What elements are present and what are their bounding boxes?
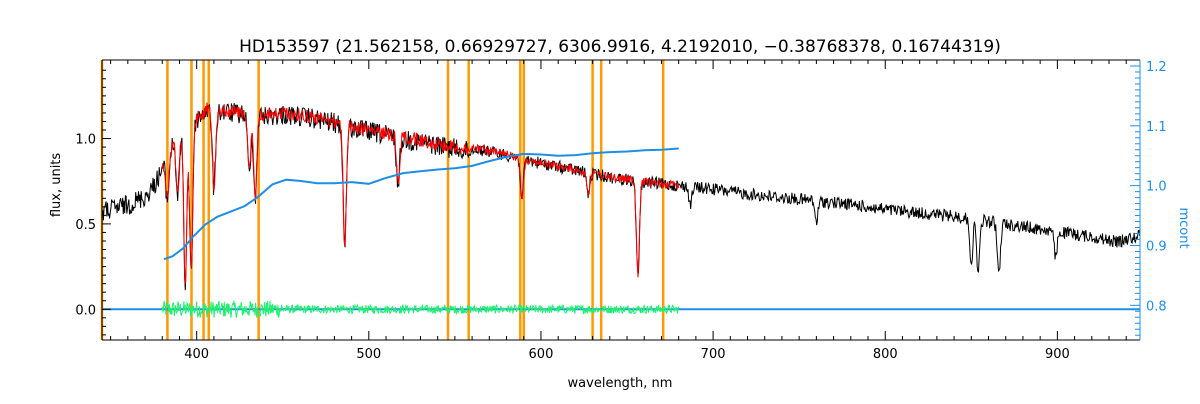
y-tick-label: 0.0 [75, 303, 96, 318]
y-tick-label: 0.5 [75, 218, 96, 233]
y2-tick-label: 1.0 [1146, 180, 1167, 195]
x-tick-label: 700 [701, 347, 726, 362]
x-tick-label: 500 [356, 347, 381, 362]
continuum-series [163, 147, 679, 261]
x-axis-label: wavelength, nm [568, 376, 673, 391]
model-series [161, 102, 680, 286]
residual-series [161, 300, 680, 318]
y2-tick-label: 1.1 [1146, 120, 1167, 135]
x-tick-label: 900 [1045, 347, 1070, 362]
x-tick-label: 400 [184, 347, 209, 362]
y-axis-label: flux, units [49, 153, 64, 218]
y2-tick-label: 1.2 [1146, 60, 1167, 75]
y-tick-label: 1.0 [75, 133, 96, 148]
y2-tick-label: 0.8 [1146, 299, 1167, 314]
x-tick-label: 800 [873, 347, 898, 362]
y2-tick-label: 0.9 [1146, 239, 1167, 254]
chart-title: HD153597 (21.562158, 0.66929727, 6306.99… [239, 37, 1001, 57]
x-tick-label: 600 [529, 347, 554, 362]
y2-axis-label: mcont [1176, 207, 1191, 248]
